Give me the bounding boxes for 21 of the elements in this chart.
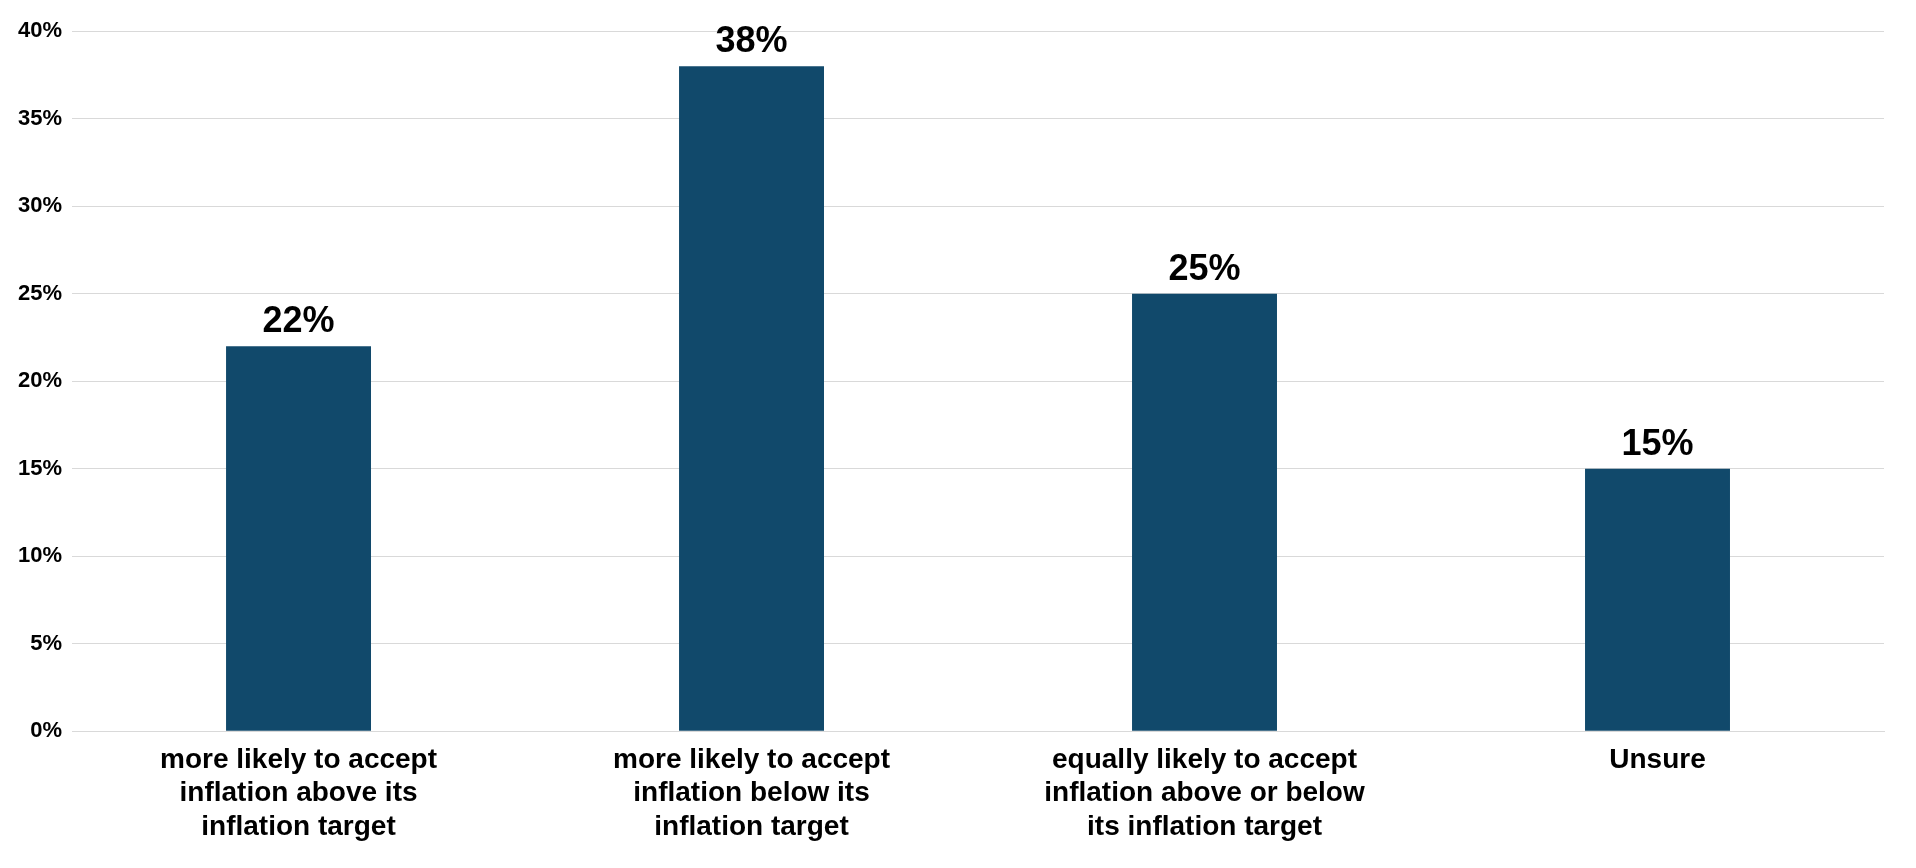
data-label: 22% xyxy=(262,299,335,341)
y-tick-label: 25% xyxy=(17,279,63,305)
y-tick-label: 5% xyxy=(30,629,63,655)
data-label: 15% xyxy=(1621,421,1694,463)
x-tick-label: equally likely to accept inflation above or below its inflation target xyxy=(1044,742,1365,841)
y-tick-label: 40% xyxy=(17,17,63,43)
data-label: 25% xyxy=(1168,246,1241,288)
x-tick-label: Unsure xyxy=(1609,742,1706,774)
bar xyxy=(226,346,372,731)
y-tick-label: 15% xyxy=(17,454,63,480)
y-tick-label: 20% xyxy=(17,367,63,393)
y-tick-label: 0% xyxy=(30,717,63,743)
data-label: 38% xyxy=(715,19,788,61)
y-tick-label: 35% xyxy=(17,104,63,130)
bar xyxy=(1132,293,1277,731)
y-tick-label: 10% xyxy=(17,542,63,568)
bar xyxy=(679,66,824,731)
y-tick-label: 30% xyxy=(17,192,63,218)
bar xyxy=(1585,468,1730,731)
x-tick-label: more likely to accept inflation below its inflation target xyxy=(613,742,891,841)
x-tick-label: more likely to accept inflation above its inflation target xyxy=(160,742,438,841)
